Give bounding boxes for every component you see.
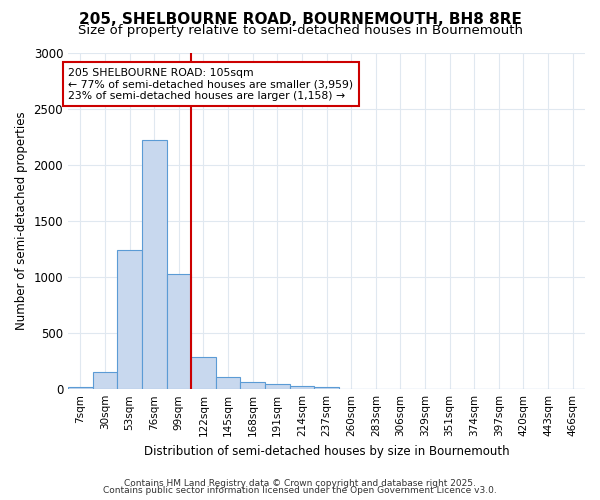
- Bar: [92, 372, 117, 389]
- Bar: [191, 356, 216, 389]
- Bar: [117, 250, 142, 389]
- Text: 205, SHELBOURNE ROAD, BOURNEMOUTH, BH8 8RE: 205, SHELBOURNE ROAD, BOURNEMOUTH, BH8 8…: [79, 12, 521, 28]
- Bar: [241, 382, 265, 389]
- Bar: [290, 386, 314, 389]
- Text: 205 SHELBOURNE ROAD: 105sqm
← 77% of semi-detached houses are smaller (3,959)
23: 205 SHELBOURNE ROAD: 105sqm ← 77% of sem…: [68, 68, 353, 101]
- Text: Size of property relative to semi-detached houses in Bournemouth: Size of property relative to semi-detach…: [77, 24, 523, 37]
- Bar: [167, 274, 191, 389]
- Bar: [68, 387, 92, 389]
- Bar: [216, 378, 241, 389]
- X-axis label: Distribution of semi-detached houses by size in Bournemouth: Distribution of semi-detached houses by …: [144, 444, 509, 458]
- Text: Contains HM Land Registry data © Crown copyright and database right 2025.: Contains HM Land Registry data © Crown c…: [124, 478, 476, 488]
- Y-axis label: Number of semi-detached properties: Number of semi-detached properties: [15, 112, 28, 330]
- Bar: [142, 140, 167, 389]
- Bar: [314, 387, 339, 389]
- Bar: [265, 384, 290, 389]
- Text: Contains public sector information licensed under the Open Government Licence v3: Contains public sector information licen…: [103, 486, 497, 495]
